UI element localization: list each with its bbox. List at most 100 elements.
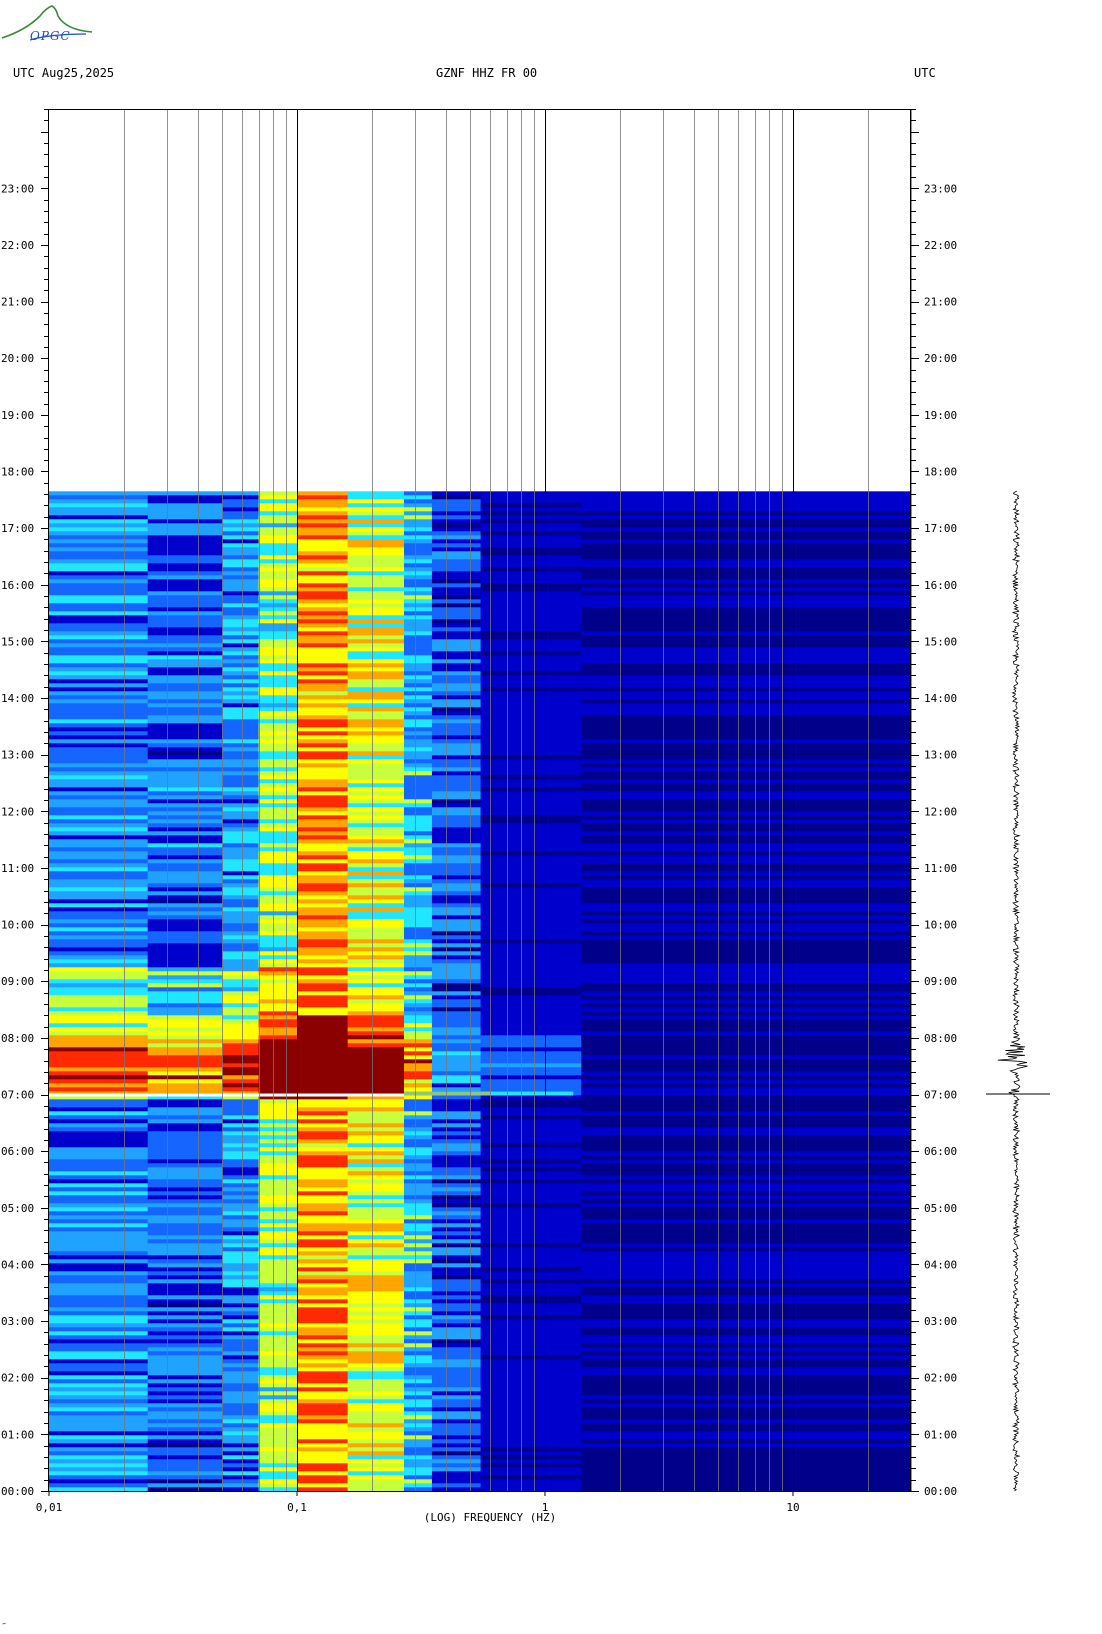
heatmap-cell xyxy=(297,1351,349,1356)
heatmap-cell xyxy=(222,1391,260,1396)
heatmap-cell xyxy=(403,807,433,812)
heatmap-cell xyxy=(581,1455,911,1460)
heatmap-cell xyxy=(222,719,260,724)
time-tick-label: 21:00 xyxy=(1,296,34,309)
heatmap-cell xyxy=(49,1211,149,1216)
heatmap-cell xyxy=(297,799,349,804)
heatmap-cell xyxy=(347,723,405,728)
heatmap-cell xyxy=(403,1007,433,1012)
heatmap-cell xyxy=(347,1467,405,1472)
heatmap-cell xyxy=(480,571,582,576)
heatmap-cell xyxy=(258,927,298,932)
heatmap-cell xyxy=(222,907,260,912)
heatmap-cell xyxy=(581,747,911,752)
heatmap-cell xyxy=(431,923,482,928)
heatmap-cell xyxy=(222,575,260,580)
heatmap-cell xyxy=(581,875,911,880)
heatmap-cell xyxy=(297,811,349,816)
heatmap-cell xyxy=(581,703,911,708)
heatmap-cell xyxy=(403,751,433,756)
heatmap-cell xyxy=(431,883,482,888)
heatmap-cell xyxy=(297,579,349,584)
heatmap-cell xyxy=(147,655,223,660)
heatmap-cell xyxy=(49,1063,149,1068)
heatmap-cell xyxy=(222,1227,260,1232)
heatmap-cell xyxy=(347,1051,405,1056)
heatmap-cell xyxy=(49,535,149,540)
heatmap-cell xyxy=(147,523,223,528)
heatmap-cell xyxy=(49,851,149,856)
heatmap-cell xyxy=(431,1243,482,1248)
heatmap-cell xyxy=(222,623,260,628)
time-tick-label: 10:00 xyxy=(924,919,957,932)
heatmap-cell xyxy=(147,883,223,888)
heatmap-cell xyxy=(49,619,149,624)
heatmap-cell xyxy=(258,979,298,984)
heatmap-cell xyxy=(222,731,260,736)
heatmap-cell xyxy=(347,639,405,644)
heatmap-cell xyxy=(347,1411,405,1416)
heatmap-cell xyxy=(431,683,482,688)
heatmap-cell xyxy=(431,939,482,944)
heatmap-cell xyxy=(49,1243,149,1248)
heatmap-cell xyxy=(297,911,349,916)
heatmap-cell xyxy=(147,1179,223,1184)
heatmap-cell xyxy=(581,867,911,872)
heatmap-cell xyxy=(403,835,433,840)
heatmap-cell xyxy=(222,851,260,856)
heatmap-cell xyxy=(297,523,349,528)
time-tick-label: 09:00 xyxy=(924,975,957,988)
heatmap-cell xyxy=(480,971,582,976)
heatmap-cell xyxy=(297,863,349,868)
heatmap-cell xyxy=(431,1367,482,1372)
heatmap-cell xyxy=(581,1363,911,1368)
heatmap-cell xyxy=(581,583,911,588)
heatmap-cell xyxy=(431,983,482,988)
heatmap-cell xyxy=(480,691,582,696)
heatmap-cell xyxy=(431,1183,482,1188)
heatmap-cell xyxy=(431,603,482,608)
heatmap-cell xyxy=(147,1379,223,1384)
heatmap-cell xyxy=(297,875,349,880)
heatmap-cell xyxy=(222,1307,260,1312)
heatmap-cell xyxy=(147,683,223,688)
heatmap-cell xyxy=(258,627,298,632)
heatmap-cell xyxy=(147,659,223,664)
heatmap-cell xyxy=(581,1271,911,1276)
heatmap-cell xyxy=(347,1315,405,1320)
heatmap-cell xyxy=(431,695,482,700)
heatmap-cell xyxy=(403,1139,433,1144)
heatmap-cell xyxy=(49,1483,149,1488)
heatmap-cell xyxy=(403,1391,433,1396)
heatmap-cell xyxy=(403,911,433,916)
heatmap-cell xyxy=(403,1035,433,1040)
heatmap-cell xyxy=(49,1455,149,1460)
heatmap-cell xyxy=(147,1343,223,1348)
heatmap-cell xyxy=(222,1383,260,1388)
heatmap-cell xyxy=(431,843,482,848)
heatmap-cell xyxy=(49,1071,149,1076)
heatmap-cell xyxy=(431,1071,482,1076)
heatmap-cell xyxy=(222,1399,260,1404)
heatmap-cell xyxy=(222,727,260,732)
heatmap-cell xyxy=(403,1103,433,1108)
heatmap-cell xyxy=(480,1215,582,1220)
event-gap xyxy=(49,1093,404,1097)
heatmap-cell xyxy=(297,1187,349,1192)
heatmap-cell xyxy=(297,1099,349,1104)
heatmap-cell xyxy=(581,619,911,624)
heatmap-cell xyxy=(581,535,911,540)
heatmap-cell xyxy=(431,903,482,908)
heatmap-cell xyxy=(480,1179,582,1184)
heatmap-cell xyxy=(480,1171,582,1176)
heatmap-cell xyxy=(49,679,149,684)
heatmap-cell xyxy=(431,799,482,804)
heatmap-cell xyxy=(258,871,298,876)
heatmap-cell xyxy=(581,763,911,768)
heatmap-cell xyxy=(297,711,349,716)
heatmap-cell xyxy=(49,739,149,744)
heatmap-cell xyxy=(431,1207,482,1212)
heatmap-cell xyxy=(480,531,582,536)
heatmap-cell xyxy=(403,535,433,540)
heatmap-cell xyxy=(347,983,405,988)
